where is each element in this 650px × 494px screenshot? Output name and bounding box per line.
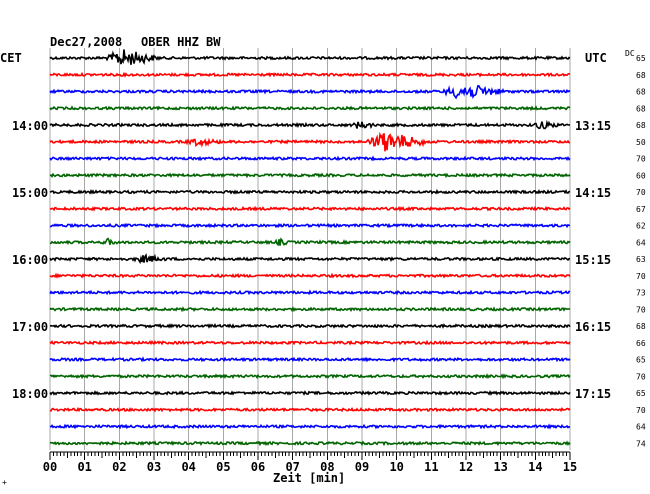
trace-11 — [49, 237, 571, 247]
chart-station: OBER HHZ BW — [141, 35, 221, 49]
right-time-label-1415: 14:15 — [575, 186, 611, 200]
trace-4 — [49, 119, 571, 130]
x-tick-label-09: 09 — [355, 460, 369, 474]
trace-18 — [49, 356, 571, 363]
x-tick-label-12: 12 — [459, 460, 473, 474]
x-tick-label-05: 05 — [216, 460, 230, 474]
x-tick-label-10: 10 — [389, 460, 403, 474]
dc-value-23: 74 — [636, 439, 646, 448]
dc-value-19: 70 — [636, 372, 646, 381]
dc-value-3: 68 — [636, 104, 646, 113]
dc-value-8: 70 — [636, 188, 646, 197]
trace-14 — [49, 289, 571, 296]
dc-value-15: 70 — [636, 305, 646, 314]
left-time-label-1500: 15:00 — [12, 186, 48, 200]
trace-22 — [49, 423, 571, 430]
corner-mark: + — [2, 478, 7, 487]
right-time-label-1315: 13:15 — [575, 119, 611, 133]
x-tick-label-07: 07 — [285, 460, 299, 474]
x-tick-label-01: 01 — [77, 460, 91, 474]
left-time-label-1700: 17:00 — [12, 320, 48, 334]
x-tick-label-11: 11 — [424, 460, 438, 474]
dc-value-16: 68 — [636, 322, 646, 331]
trace-1 — [49, 71, 570, 78]
trace-0 — [49, 49, 571, 65]
trace-9 — [49, 205, 571, 212]
dc-value-4: 68 — [636, 121, 646, 130]
dc-value-11: 64 — [636, 238, 646, 247]
dc-value-5: 50 — [636, 138, 646, 147]
x-axis: 00 01 02 03 04 05 06 07 08 09 10 11 12 13 14 15 — [43, 451, 577, 474]
dc-value-10: 62 — [636, 222, 646, 231]
trace-19 — [49, 373, 571, 380]
dc-value-17: 66 — [636, 339, 646, 348]
trace-8 — [49, 188, 571, 195]
trace-16 — [49, 323, 571, 329]
x-tick-label-08: 08 — [320, 460, 334, 474]
dc-value-2: 68 — [636, 88, 646, 97]
left-time-label-1400: 14:00 — [12, 119, 48, 133]
dc-value-21: 70 — [636, 406, 646, 415]
trace-5 — [49, 131, 571, 152]
left-time-label-1800: 18:00 — [12, 387, 48, 401]
trace-10 — [49, 222, 570, 229]
dc-value-13: 70 — [636, 272, 646, 281]
trace-21 — [49, 406, 571, 413]
dc-value-1: 68 — [636, 71, 646, 80]
chart-date: Dec27,2008 — [50, 35, 123, 49]
right-time-label-1715: 17:15 — [575, 387, 611, 401]
dc-value-14: 73 — [636, 289, 646, 298]
x-tick-label-00: 00 — [43, 460, 57, 474]
dc-value-9: 67 — [636, 205, 646, 214]
trace-20 — [49, 389, 571, 396]
left-timezone-label: CET — [0, 51, 22, 65]
dc-label: DC — [625, 49, 635, 58]
right-time-label-1615: 16:15 — [575, 320, 611, 334]
trace-3 — [49, 105, 571, 112]
trace-13 — [49, 272, 571, 279]
trace-17 — [49, 339, 571, 346]
right-timezone-label: UTC — [585, 51, 607, 65]
x-tick-label-04: 04 — [181, 460, 195, 474]
right-time-label-1515: 15:15 — [575, 253, 611, 267]
x-tick-label-06: 06 — [251, 460, 265, 474]
trace-6 — [49, 155, 571, 162]
x-tick-label-15: 15 — [563, 460, 577, 474]
dc-value-12: 63 — [636, 255, 646, 264]
dc-value-6: 70 — [636, 155, 646, 164]
trace-2 — [49, 84, 571, 100]
seismogram-traces: 65 68 68 68 68 50 70 60 70 67 62 64 63 70 73 70 68 66 65 70… — [12, 49, 646, 448]
left-time-label-1600: 16:00 — [12, 253, 48, 267]
x-tick-label-03: 03 — [147, 460, 161, 474]
x-tick-label-13: 13 — [493, 460, 507, 474]
trace-12 — [49, 253, 571, 265]
x-tick-label-02: 02 — [112, 460, 126, 474]
dc-value-18: 65 — [636, 356, 646, 365]
x-tick-label-14: 14 — [528, 460, 542, 474]
trace-15 — [49, 306, 571, 313]
chart-grid — [49, 48, 571, 450]
x-axis-label: Zeit [min] — [273, 471, 346, 485]
trace-7 — [49, 172, 571, 179]
dc-value-22: 64 — [636, 423, 646, 432]
dc-value-0: 65 — [636, 54, 646, 63]
dc-value-20: 65 — [636, 389, 646, 398]
dc-value-7: 60 — [636, 171, 646, 180]
trace-23 — [49, 440, 571, 447]
